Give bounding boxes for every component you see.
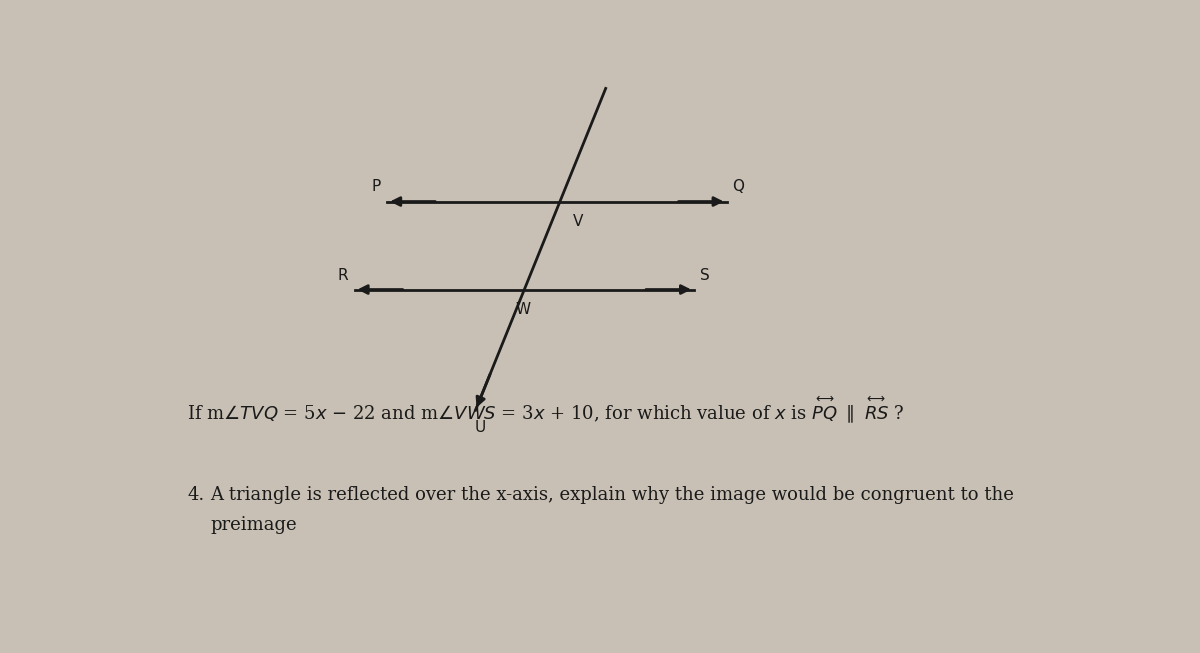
Text: U: U: [474, 421, 486, 436]
Text: P: P: [371, 179, 380, 194]
Text: S: S: [700, 268, 709, 283]
Text: R: R: [337, 268, 348, 283]
Text: V: V: [574, 214, 583, 229]
Text: preimage: preimage: [210, 516, 298, 534]
Text: A triangle is reflected over the x-axis, explain why the image would be congruen: A triangle is reflected over the x-axis,…: [210, 486, 1014, 503]
Text: If m$\angle$$\mathit{TVQ}$ = 5$x$ $-$ 22 and m$\angle$$\mathit{VWS}$ = 3$x$ + 10: If m$\angle$$\mathit{TVQ}$ = 5$x$ $-$ 22…: [187, 395, 905, 426]
Text: Q: Q: [732, 179, 744, 194]
Text: 4.: 4.: [187, 486, 204, 503]
Text: W: W: [516, 302, 530, 317]
